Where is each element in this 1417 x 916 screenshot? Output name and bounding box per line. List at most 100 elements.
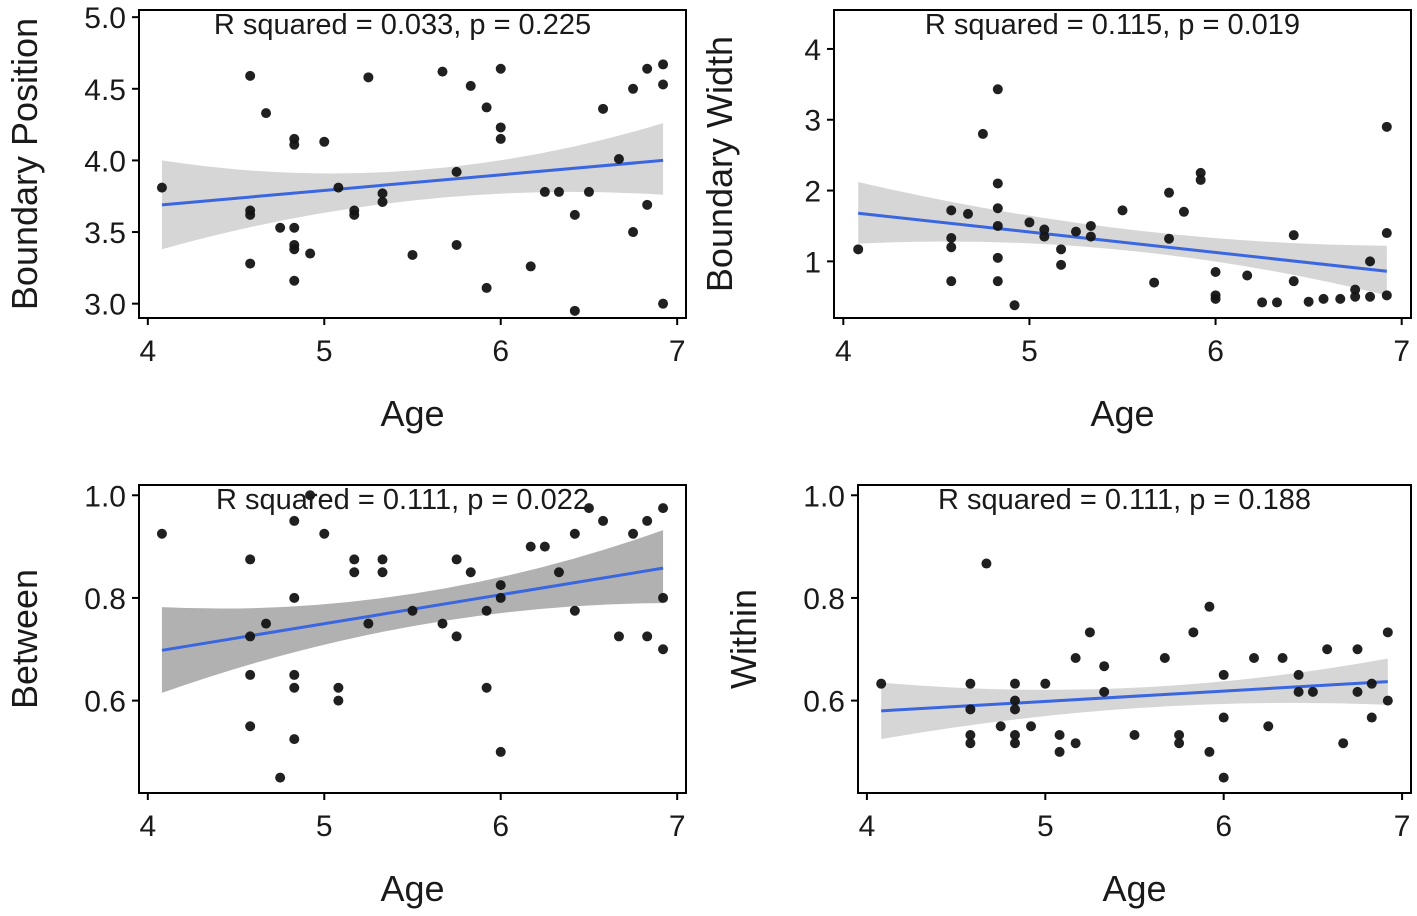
data-point [363,72,374,83]
x-axis-title: Age [380,868,444,909]
data-point [451,631,462,642]
data-point [245,554,256,565]
data-point [437,66,448,77]
y-tick-label: 3.5 [84,217,126,250]
data-point [992,220,1003,231]
x-tick-label: 4 [859,810,876,843]
data-point [1054,729,1065,740]
data-point [583,186,594,197]
data-point [1382,695,1393,706]
data-point [1040,678,1051,689]
data-point [451,554,462,565]
data-point [1084,627,1095,638]
data-point [539,541,550,552]
data-point [853,244,864,255]
data-point [1054,746,1065,757]
data-point [289,139,300,150]
data-point [481,282,492,293]
data-point [377,196,388,207]
data-point [658,503,669,514]
data-point [1288,230,1299,241]
y-axis-title: Boundary Position [4,18,45,310]
x-tick-label: 7 [1394,810,1411,843]
data-point [642,63,653,74]
data-point [245,721,256,732]
data-point [1164,233,1175,244]
x-tick-label: 5 [1021,335,1038,368]
data-point [1117,205,1128,216]
x-tick-label: 7 [669,335,686,368]
data-point [377,567,388,578]
x-tick-label: 4 [139,335,156,368]
data-point [569,209,580,220]
data-point [156,528,167,539]
x-tick-label: 6 [492,810,509,843]
data-point [275,772,286,783]
data-point [658,298,669,309]
data-point [305,490,316,501]
data-point [628,83,639,94]
plot-frame [138,484,687,794]
data-point [992,203,1003,214]
data-point [1009,695,1020,706]
data-point [495,580,506,591]
data-point [451,166,462,177]
annotation: R squared = 0.033, p = 0.225 [214,9,591,41]
data-point [1070,226,1081,237]
data-point [598,515,609,526]
x-tick-label: 4 [835,335,852,368]
data-point [553,567,564,578]
data-point [876,678,887,689]
data-point [995,721,1006,732]
data-point [1204,601,1215,612]
data-point [642,631,653,642]
data-point [1318,293,1329,304]
data-point [481,605,492,616]
x-tick-label: 5 [316,810,333,843]
y-tick-label: 5.0 [84,2,126,35]
y-tick-label: 3 [804,105,821,138]
y-tick-label: 0.6 [803,686,845,719]
x-tick-label: 5 [1037,810,1054,843]
x-tick-label: 4 [139,810,156,843]
data-point [1322,644,1333,655]
data-point [1381,228,1392,239]
data-point [1277,652,1288,663]
data-point [1210,293,1221,304]
data-point [1159,652,1170,663]
data-point [1271,297,1282,308]
data-point [1218,712,1229,723]
annotation: R squared = 0.111, p = 0.188 [938,484,1311,516]
data-point [333,682,344,693]
y-tick-label: 4 [804,34,821,67]
data-point [1188,627,1199,638]
data-point [1009,678,1020,689]
x-axis-title: Age [1102,868,1166,909]
data-point [1009,704,1020,715]
data-point [1204,746,1215,757]
data-point [1024,217,1035,228]
y-tick-label: 1.0 [803,480,845,513]
x-tick-label: 6 [492,335,509,368]
data-point [1070,738,1081,749]
data-point [245,669,256,680]
data-point [965,704,976,715]
y-tick-label: 4.0 [84,145,126,178]
data-point [407,605,418,616]
data-point [963,208,974,219]
data-point [1350,291,1361,302]
data-point [1288,276,1299,287]
data-point [261,618,272,629]
data-point [946,205,957,216]
data-point [992,276,1003,287]
panel-3: R squared = 0.111, p = 0.022 4 5 6 7 0.6 0.8 1.… [4,480,687,909]
data-point [598,103,609,114]
data-point [977,128,988,139]
confidence-band [161,123,664,250]
data-point [965,729,976,740]
data-point [525,261,536,272]
data-point [992,252,1003,263]
data-point [569,305,580,316]
data-point [1352,686,1363,697]
